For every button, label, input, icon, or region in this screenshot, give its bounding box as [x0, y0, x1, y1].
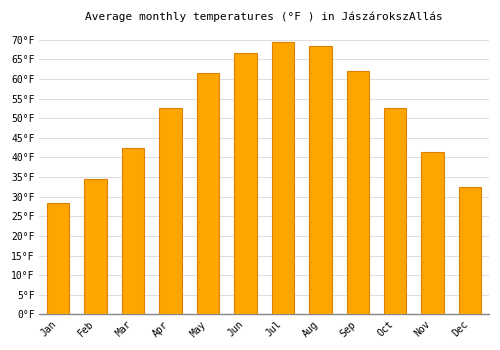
Bar: [422, 152, 444, 315]
Bar: [459, 187, 481, 315]
Title: Average monthly temperatures (°F ) in JászárokszAllás: Average monthly temperatures (°F ) in Já…: [86, 11, 443, 22]
Bar: [234, 54, 256, 315]
Bar: [309, 46, 332, 315]
Bar: [122, 148, 144, 315]
Bar: [272, 42, 294, 315]
Bar: [47, 203, 70, 315]
Bar: [384, 108, 406, 315]
Bar: [197, 73, 219, 315]
Bar: [346, 71, 369, 315]
Bar: [160, 108, 182, 315]
Bar: [84, 179, 107, 315]
